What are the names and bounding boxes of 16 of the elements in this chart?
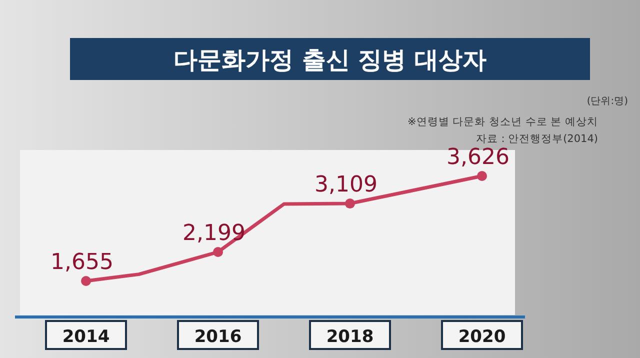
x-tick-label: 2018 [326, 327, 374, 347]
data-label: 1,655 [50, 250, 114, 275]
point [81, 276, 91, 286]
x-tick-label: 2014 [62, 327, 110, 347]
point [477, 171, 487, 181]
data-label: 3,626 [446, 145, 510, 170]
x-tick-label: 2016 [194, 327, 242, 347]
x-tick-label: 2020 [458, 327, 506, 347]
data-label: 3,109 [314, 172, 378, 198]
text: 자료 : 안전행정부(2014) [476, 133, 598, 145]
data-label: 2,199 [182, 221, 246, 246]
point [345, 198, 355, 209]
point [213, 247, 223, 258]
chart-title: 다문화가정 출신 징병 대상자 [173, 46, 487, 74]
text: ※연령별 다문화 청소년 수로 본 예상치 [408, 116, 598, 128]
text: (단위:명) [586, 96, 628, 107]
